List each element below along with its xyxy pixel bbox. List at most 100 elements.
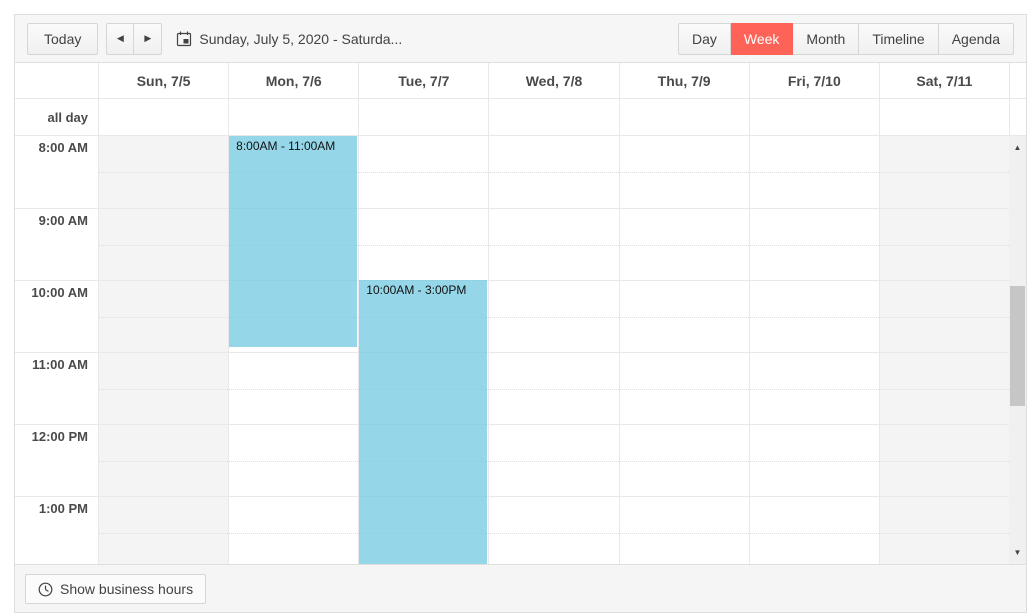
time-slot-cell[interactable] bbox=[489, 496, 619, 564]
time-slot-cell[interactable] bbox=[879, 208, 1009, 280]
scheduler-toolbar: Today ◀ ▶ Sunday, July 5, 2020 - Saturda… bbox=[15, 15, 1026, 63]
time-slot-cell[interactable] bbox=[99, 136, 229, 208]
day-column bbox=[488, 136, 619, 564]
half-hour-divider bbox=[749, 172, 879, 173]
half-hour-divider bbox=[879, 533, 1009, 534]
half-hour-divider bbox=[99, 172, 229, 173]
half-hour-divider bbox=[749, 389, 879, 390]
all-day-cell[interactable] bbox=[358, 99, 489, 135]
chevron-right-icon: ▶ bbox=[144, 33, 152, 43]
time-slot-cell[interactable] bbox=[99, 208, 229, 280]
all-day-cell[interactable] bbox=[878, 99, 1009, 135]
half-hour-divider bbox=[619, 389, 749, 390]
time-slot-cell[interactable] bbox=[99, 280, 229, 352]
time-grid: 8:00 AM 9:00 AM 10:00 AM 11:00 AM 12:00 PM 1:… bbox=[15, 136, 1026, 564]
half-hour-divider bbox=[749, 461, 879, 462]
half-hour-divider bbox=[619, 317, 749, 318]
time-column: 8:00 AM 9:00 AM 10:00 AM 11:00 AM 12:00 PM 1:… bbox=[15, 136, 98, 564]
day-columns: 8:00AM - 11:00AM 10:00AM - 3:00PM bbox=[98, 136, 1009, 564]
half-hour-divider bbox=[619, 172, 749, 173]
time-slot-cell[interactable] bbox=[879, 136, 1009, 208]
view-button-agenda[interactable]: Agenda bbox=[938, 22, 1014, 55]
time-slot-cell[interactable] bbox=[749, 352, 879, 424]
time-slot-cell[interactable] bbox=[749, 496, 879, 564]
today-button[interactable]: Today bbox=[27, 22, 99, 55]
scheduler-footer: Show business hours bbox=[15, 564, 1026, 612]
time-slot-cell[interactable] bbox=[489, 352, 619, 424]
half-hour-divider bbox=[229, 461, 359, 462]
all-day-cell[interactable] bbox=[748, 99, 879, 135]
day-header-area: Sun, 7/5 Mon, 7/6 Tue, 7/7 Wed, 7/8 Thu, 7/9… bbox=[15, 63, 1026, 99]
half-hour-divider bbox=[99, 533, 229, 534]
half-hour-divider bbox=[489, 533, 619, 534]
all-day-cell[interactable] bbox=[488, 99, 619, 135]
time-slot-cell[interactable] bbox=[619, 136, 749, 208]
time-slot-cell[interactable] bbox=[99, 424, 229, 496]
scroll-down-icon[interactable]: ▼ bbox=[1013, 548, 1022, 557]
show-business-hours-button[interactable]: Show business hours bbox=[25, 574, 207, 604]
time-slot-cell[interactable] bbox=[359, 136, 489, 208]
half-hour-divider bbox=[619, 245, 749, 246]
prev-button[interactable]: ◀ bbox=[106, 22, 135, 55]
all-day-cell[interactable] bbox=[98, 99, 229, 135]
time-slot-cell[interactable] bbox=[99, 496, 229, 564]
time-slot-cell[interactable] bbox=[749, 208, 879, 280]
all-day-area: all day bbox=[15, 99, 1026, 136]
next-button[interactable]: ▶ bbox=[134, 22, 163, 55]
time-slot-cell[interactable] bbox=[489, 280, 619, 352]
all-day-scrollbar-spacer bbox=[1009, 99, 1026, 135]
time-slot-cell[interactable] bbox=[879, 280, 1009, 352]
time-slot-cell[interactable] bbox=[619, 280, 749, 352]
time-slot-cell[interactable] bbox=[99, 352, 229, 424]
view-button-day[interactable]: Day bbox=[677, 22, 731, 55]
time-slot-cell[interactable] bbox=[879, 496, 1009, 564]
time-slot-cell[interactable] bbox=[619, 424, 749, 496]
half-hour-divider bbox=[359, 172, 489, 173]
half-hour-divider bbox=[229, 533, 359, 534]
time-slot-cell[interactable] bbox=[229, 424, 359, 496]
half-hour-divider bbox=[749, 245, 879, 246]
header-scrollbar-spacer bbox=[1009, 63, 1026, 98]
time-slot-cell[interactable] bbox=[359, 208, 489, 280]
half-hour-divider bbox=[879, 461, 1009, 462]
time-slot-cell[interactable] bbox=[489, 424, 619, 496]
time-label: 8:00 AM bbox=[38, 140, 88, 155]
time-slot-cell[interactable] bbox=[749, 424, 879, 496]
all-day-cell[interactable] bbox=[618, 99, 749, 135]
calendar-event[interactable]: 8:00AM - 11:00AM bbox=[229, 136, 358, 347]
half-hour-divider bbox=[749, 533, 879, 534]
day-column bbox=[878, 136, 1009, 564]
date-range-label: Sunday, July 5, 2020 - Saturda... bbox=[199, 30, 403, 47]
date-range-title[interactable]: Sunday, July 5, 2020 - Saturda... bbox=[176, 31, 402, 47]
half-hour-divider bbox=[99, 317, 229, 318]
half-hour-divider bbox=[359, 245, 489, 246]
time-label: 1:00 PM bbox=[15, 496, 98, 564]
scrollbar-thumb[interactable] bbox=[1010, 286, 1025, 406]
view-button-month[interactable]: Month bbox=[793, 22, 860, 55]
time-slot-cell[interactable] bbox=[229, 496, 359, 564]
half-hour-divider bbox=[99, 245, 229, 246]
time-slot-cell[interactable] bbox=[879, 424, 1009, 496]
day-header: Tue, 7/7 bbox=[358, 63, 488, 98]
time-slot-cell[interactable] bbox=[489, 136, 619, 208]
half-hour-divider bbox=[619, 461, 749, 462]
time-slot-cell[interactable] bbox=[749, 280, 879, 352]
header-corner-cell bbox=[15, 63, 98, 98]
time-slot-cell[interactable] bbox=[879, 352, 1009, 424]
time-slot-cell[interactable] bbox=[619, 208, 749, 280]
time-slot-cell[interactable] bbox=[619, 352, 749, 424]
half-hour-divider bbox=[749, 317, 879, 318]
time-slot-cell[interactable] bbox=[619, 496, 749, 564]
time-slot-cell[interactable] bbox=[749, 136, 879, 208]
view-button-timeline[interactable]: Timeline bbox=[859, 22, 939, 55]
half-hour-divider bbox=[879, 172, 1009, 173]
time-slot-cell[interactable] bbox=[489, 208, 619, 280]
view-button-week[interactable]: Week bbox=[730, 22, 794, 55]
calendar-event[interactable]: 10:00AM - 3:00PM bbox=[359, 280, 488, 564]
time-slot-cell[interactable] bbox=[229, 352, 359, 424]
scroll-up-icon[interactable]: ▲ bbox=[1013, 143, 1022, 152]
vertical-scrollbar[interactable]: ▲ ▼ bbox=[1009, 136, 1026, 564]
nav-button-group: ◀ ▶ bbox=[106, 22, 163, 55]
day-header: Mon, 7/6 bbox=[228, 63, 358, 98]
all-day-cell[interactable] bbox=[228, 99, 359, 135]
